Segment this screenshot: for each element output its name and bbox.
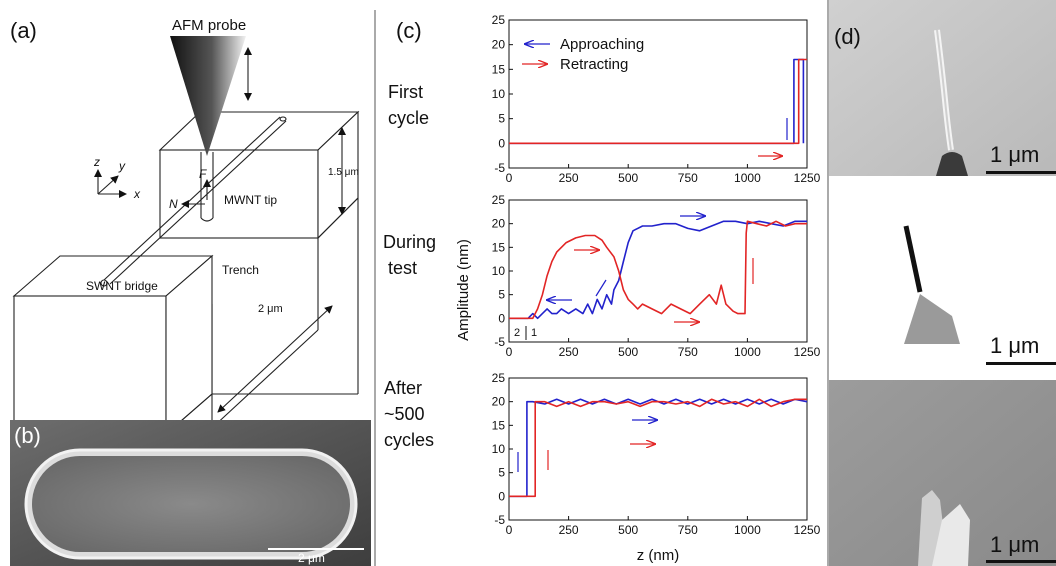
afm-probe-icon [170,36,246,156]
chart-3-ytick-label: 10 [492,442,506,456]
chart-3-ytick-label: -5 [494,513,505,527]
panel-b-label: (b) [14,423,41,448]
chart-2-ytick-label: -5 [494,335,505,349]
axis-z-label: z [93,155,100,169]
panel-d-scale-2: 1 μm [990,333,1039,358]
chart-1-ytick-label: 25 [492,13,506,27]
panel-a-label: (a) [10,18,37,43]
chart-1-xtick-label: 250 [559,171,579,185]
afm-probe-label: AFM probe [172,17,246,34]
chart-2-ytick-label: 20 [492,217,506,231]
chart-2-xtick-label: 250 [559,345,579,359]
chart-2-ytick-label: 5 [498,288,505,302]
row3-line2: ~500 [384,404,425,424]
chart-3-xtick-label: 500 [618,523,638,537]
chart-2-ytick-label: 15 [492,240,506,254]
row2-line2: test [388,258,417,278]
row2-line1: During [383,232,436,252]
chart-2-xtick-label: 500 [618,345,638,359]
row1-line2: cycle [388,108,429,128]
legend [522,44,550,64]
chart-2-ytick-label: 10 [492,264,506,278]
chart-3-series-approaching [509,398,808,498]
chart-2-series-retracting [509,220,807,320]
chart-1-series-approaching [509,58,805,145]
panel-a [12,47,360,436]
chart-1-xtick-label: 1250 [794,171,821,185]
force-n-label: N [169,197,178,211]
chart-1-xtick-label: 1000 [734,171,761,185]
chart-3-xtick-label: 1250 [794,523,821,537]
panel-c-label: (c) [396,18,422,43]
chart-3-ytick-label: 15 [492,418,506,432]
chart-1-xtick-label: 750 [678,171,698,185]
chart-1-ytick-label: 15 [492,62,506,76]
panel-d-images [829,0,1056,566]
legend-retracting: Retracting [560,56,628,73]
row3-line1: After [384,378,422,398]
swnt-bridge-label: SWNT bridge [86,279,158,293]
legend-approaching: Approaching [560,36,644,53]
trench-label: Trench [222,263,259,277]
panel-b-scale-label: 2 μm [298,551,325,565]
mark-2: 2 [514,327,520,339]
row1-line1: First [388,82,423,102]
chart-1-ytick-label: 10 [492,87,506,101]
chart-3-frame [508,377,808,521]
chart-2-xtick-label: 0 [506,345,513,359]
chart-1-xtick-label: 0 [506,171,513,185]
panel-b-image [10,420,371,566]
chart-1-frame [508,19,808,169]
mwnt-tip-label: MWNT tip [224,193,277,207]
chart-2-series-approaching [509,220,807,320]
chart-1-series-retracting [509,58,807,145]
chart-3-ytick-label: 0 [498,489,505,503]
force-f-label: F [199,167,207,181]
chart-3-ytick-label: 25 [492,371,506,385]
chart-annotations [517,118,788,472]
chart-3-ytick-label: 5 [498,466,505,480]
panel-d-scale-3: 1 μm [990,532,1039,557]
panel-d-scale-1: 1 μm [990,142,1039,167]
panel-d-label: (d) [834,24,861,49]
axis-y-label: y [118,159,126,173]
chart-2-ytick-label: 0 [498,311,505,325]
chart-3-xtick-label: 250 [559,523,579,537]
chart-3-xtick-label: 750 [678,523,698,537]
chart-1-ytick-label: 5 [498,112,505,126]
axis-x-label: x [133,187,141,201]
trench-width-label: 2 μm [258,303,283,315]
chart-1-xtick-label: 500 [618,171,638,185]
z-axis-label: z (nm) [637,547,680,564]
chart-3-xtick-label: 0 [506,523,513,537]
chart-2-xtick-label: 1000 [734,345,761,359]
mark-1: 1 [531,327,537,339]
amplitude-axis-label: Amplitude (nm) [455,239,472,341]
row3-line3: cycles [384,430,434,450]
chart-2-ytick-label: 25 [492,193,506,207]
chart-1-ytick-label: -5 [494,161,505,175]
chart-3-series-retracting [509,398,807,498]
chart-3-ytick-label: 20 [492,395,506,409]
chart-2-xtick-label: 750 [678,345,698,359]
chart-1-ytick-label: 0 [498,136,505,150]
chart-3-xtick-label: 1000 [734,523,761,537]
height-label: 1.5 μm [328,167,359,178]
chart-2-xtick-label: 1250 [794,345,821,359]
chart-1-ytick-label: 20 [492,38,506,52]
